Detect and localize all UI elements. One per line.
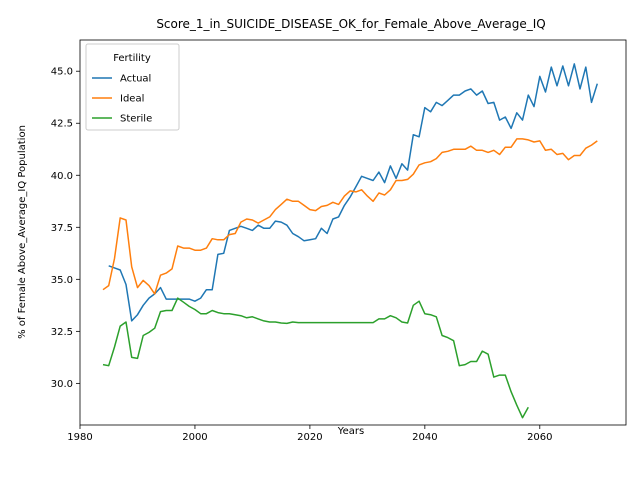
series-line-sterile <box>103 298 528 418</box>
x-axis-label: Years <box>337 426 364 437</box>
y-tick-label: 42.5 <box>51 119 73 130</box>
x-tick-label: 2020 <box>297 432 322 443</box>
x-tick-label: 2000 <box>182 432 207 443</box>
y-axis: 30.0 32.5 35.0 37.5 40.0 42.5 45.0 <box>51 67 80 390</box>
series-line-ideal <box>103 139 597 294</box>
y-tick-label: 30.0 <box>51 379 73 390</box>
legend-title: Fertility <box>113 53 151 64</box>
series-line-actual <box>109 64 598 321</box>
x-tick-label: 2060 <box>527 432 552 443</box>
chart-title: Score_1_in_SUICIDE_DISEASE_OK_for_Female… <box>156 17 545 31</box>
legend-label-sterile: Sterile <box>120 114 152 125</box>
y-tick-label: 32.5 <box>51 327 73 338</box>
x-tick-label: 2040 <box>412 432 437 443</box>
x-axis: 1980 2000 2020 2040 2060 <box>67 425 552 443</box>
legend-label-ideal: Ideal <box>120 94 144 105</box>
y-tick-label: 37.5 <box>51 223 73 234</box>
y-tick-label: 35.0 <box>51 275 73 286</box>
y-tick-label: 45.0 <box>51 67 73 78</box>
legend-label-actual: Actual <box>120 74 151 85</box>
y-axis-label: % of Female Above_Average_IQ Population <box>17 125 28 339</box>
x-tick-label: 1980 <box>67 432 92 443</box>
legend: Fertility Actual Ideal Sterile <box>86 44 179 130</box>
y-tick-label: 40.0 <box>51 171 73 182</box>
